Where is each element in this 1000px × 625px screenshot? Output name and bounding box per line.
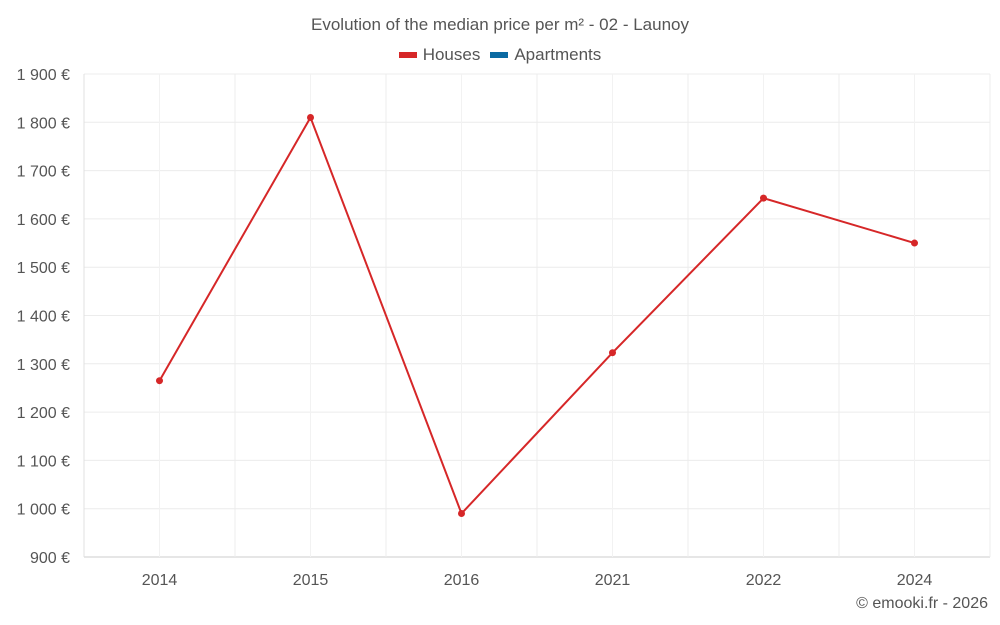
- chart-title: Evolution of the median price per m² - 0…: [311, 15, 689, 34]
- y-tick-label: 1 000 €: [17, 502, 70, 519]
- series-line-houses: [158, 115, 915, 516]
- y-tick-label: 1 400 €: [17, 309, 70, 326]
- y-tick-label: 900 €: [30, 550, 70, 567]
- x-tick-label: 2021: [595, 572, 631, 589]
- data-point-houses: [156, 377, 163, 385]
- data-point-houses: [609, 349, 616, 357]
- y-tick-label: 1 900 €: [17, 67, 70, 84]
- credit-text: © emooki.fr - 2026: [856, 595, 988, 612]
- y-tick-label: 1 200 €: [17, 405, 70, 422]
- chart-legend: Houses Apartments: [0, 45, 1000, 65]
- data-point-houses: [458, 510, 465, 518]
- x-tick-label: 2016: [444, 572, 480, 589]
- y-tick-label: 1 500 €: [17, 260, 70, 277]
- legend-swatch-houses: [398, 52, 417, 58]
- legend-label-apartments: Apartments: [514, 45, 602, 64]
- x-tick-label: 2015: [293, 572, 329, 589]
- legend-swatch-apartments: [490, 52, 509, 58]
- data-point-houses: [911, 239, 918, 247]
- y-tick-label: 1 700 €: [17, 164, 70, 181]
- x-tick-label: 2022: [746, 572, 782, 589]
- legend-item-apartments[interactable]: Apartments: [490, 45, 601, 65]
- x-tick-label: 2014: [142, 572, 178, 589]
- y-tick-label: 1 300 €: [17, 357, 70, 374]
- y-tick-label: 1 100 €: [17, 453, 70, 470]
- y-tick-label: 1 800 €: [17, 115, 70, 132]
- x-tick-label: 2024: [897, 572, 933, 589]
- y-tick-label: 1 600 €: [17, 212, 70, 229]
- data-point-houses: [760, 194, 767, 202]
- legend-item-houses[interactable]: Houses: [398, 45, 481, 65]
- legend-label-houses: Houses: [422, 45, 481, 64]
- data-point-houses: [307, 113, 314, 121]
